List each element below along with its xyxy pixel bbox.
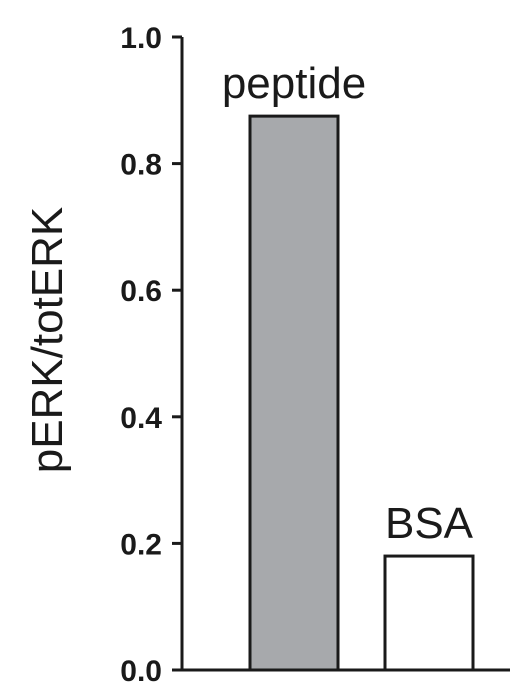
y-axis-label: pERK/totERK: [23, 207, 72, 474]
y-tick-label: 0.0: [120, 655, 162, 688]
y-tick-label: 0.4: [120, 402, 162, 435]
axis: 0.0 0.2 0.4 0.6 0.8 1.0: [120, 22, 510, 688]
bar-bsa: [383, 554, 475, 672]
bars: [248, 114, 475, 672]
y-tick-label: 1.0: [120, 22, 162, 55]
y-tick-label: 0.6: [120, 275, 162, 308]
y-tick-label: 0.8: [120, 149, 162, 182]
bar-peptide: [248, 114, 340, 672]
bar-label-peptide: peptide: [222, 59, 366, 108]
bar-label-bsa: BSA: [385, 499, 474, 548]
bar-labels: peptide BSA: [222, 59, 474, 548]
y-tick-label: 0.2: [120, 528, 162, 561]
